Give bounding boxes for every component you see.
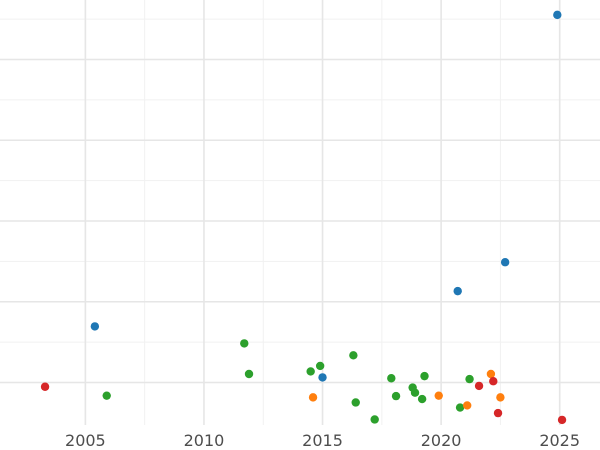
data-point <box>434 391 443 400</box>
x-tick-label: 2010 <box>184 431 225 450</box>
data-point <box>465 374 474 384</box>
x-axis-tick-labels: 2005 2010 2015 2020 2025 <box>65 431 580 450</box>
data-point <box>102 391 111 400</box>
data-point <box>455 403 465 412</box>
data-point <box>493 408 503 418</box>
data-point <box>417 394 427 404</box>
data-point <box>370 415 379 424</box>
data-point <box>474 381 484 391</box>
data-point <box>496 393 505 402</box>
data-point <box>306 367 315 376</box>
data-point <box>500 258 510 267</box>
data-point <box>453 286 462 296</box>
minor-gridlines <box>0 0 600 425</box>
data-point <box>553 10 562 20</box>
data-point <box>308 393 318 402</box>
data-point <box>410 388 420 397</box>
data-point <box>315 361 325 371</box>
data-point <box>244 369 254 379</box>
data-point <box>557 415 567 425</box>
data-point <box>387 374 396 383</box>
x-tick-label: 2020 <box>421 431 462 450</box>
data-point <box>391 391 401 401</box>
data-point <box>462 401 472 410</box>
data-point <box>90 322 100 331</box>
data-points <box>40 10 567 425</box>
data-point <box>420 371 429 381</box>
data-point <box>240 339 249 348</box>
x-tick-label: 2015 <box>302 431 343 450</box>
data-point <box>489 377 498 386</box>
data-point <box>486 369 496 379</box>
x-tick-label: 2025 <box>539 431 580 450</box>
data-point <box>351 398 360 407</box>
x-tick-label: 2005 <box>65 431 106 450</box>
data-point <box>349 351 358 360</box>
data-point <box>40 382 50 391</box>
data-point <box>318 373 327 382</box>
major-gridlines <box>0 0 600 425</box>
